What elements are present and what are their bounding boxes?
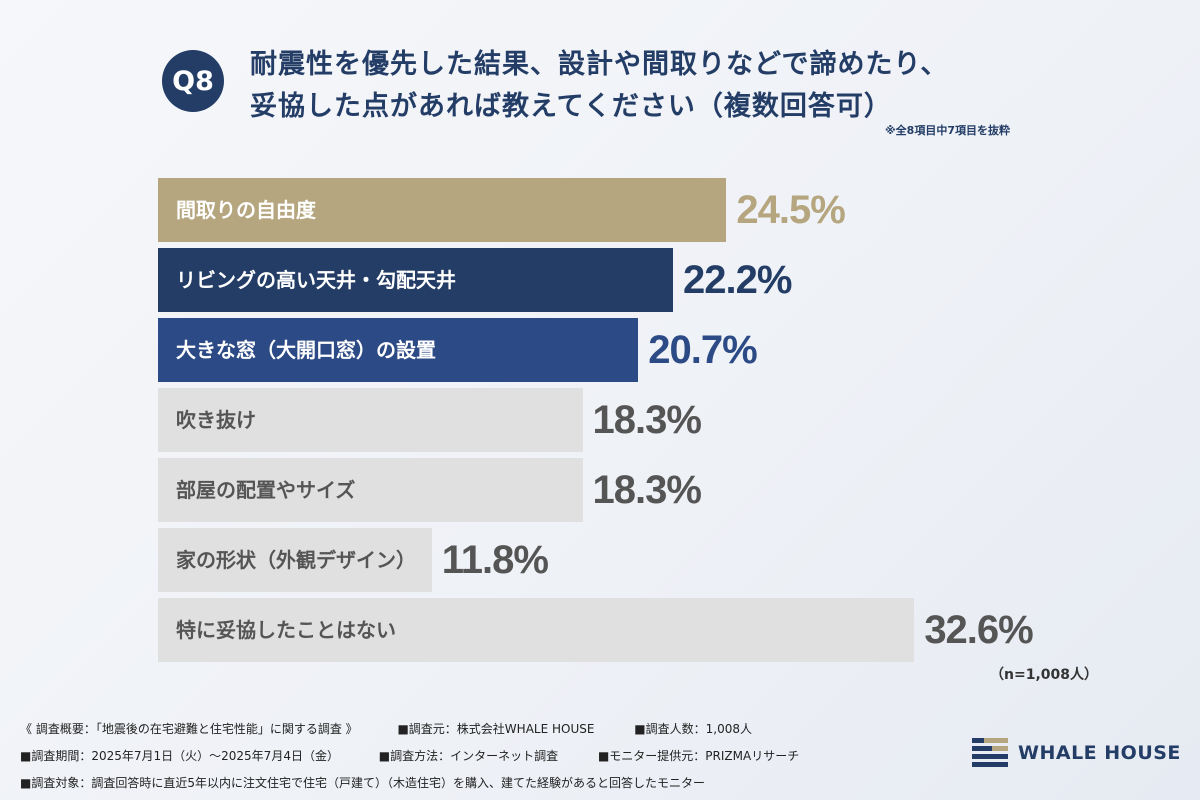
bar-label: リビングの高い天井・勾配天井 (176, 268, 456, 292)
bar (158, 598, 915, 662)
data-label: 22.2% (683, 258, 792, 302)
bar (158, 178, 727, 242)
data-label: 20.7% (648, 328, 757, 372)
data-label: 32.6% (924, 608, 1033, 652)
data-label: 18.3% (592, 398, 702, 442)
bar (158, 458, 583, 522)
whale-house-logo-icon (972, 738, 1008, 767)
bar (158, 528, 432, 592)
bar-chart: 間取りの自由度 24.5% リビングの高い天井・勾配天井 22.2% 大きな窓（大開口窓… (158, 178, 1034, 662)
bar-label: 部屋の配置やサイズ (176, 478, 356, 502)
logo-text: WHALE HOUSE (1018, 742, 1181, 764)
survey-source: ■調査元：株式会社WHALE HOUSE (397, 722, 595, 736)
survey-target: ■調査対象：調査回答時に直近5年以内に注文住宅で住宅（戸建て）（木造住宅）を購入… (20, 776, 705, 790)
survey-title: 《 調査概要：「地震後の在宅避難と住宅性能」に関する調査 》 (20, 722, 358, 736)
excerpt-note: ※全8項目中7項目を抜粋 (884, 124, 1010, 137)
data-label: 11.8% (441, 538, 549, 582)
bar (158, 318, 639, 382)
title-line-2: 妥協した点があれば教えてください（複数回答可） (250, 91, 892, 122)
bar-label: 家の形状（外観デザイン） (176, 548, 416, 572)
page-title: 耐震性を優先した結果、設計や間取りなどで諦めたり、 妥協した点があれば教えてくだ… (250, 44, 948, 128)
bar (158, 248, 674, 312)
data-label: 18.3% (592, 468, 702, 512)
bar-label: 特に妥協したことはない (176, 618, 396, 642)
survey-count: ■調査人数：1,008人 (634, 722, 752, 736)
footer-row-1: 《 調査概要：「地震後の在宅避難と住宅性能」に関する調査 》 ■調査元：株式会社… (20, 716, 835, 743)
survey-footer: 《 調査概要：「地震後の在宅避難と住宅性能」に関する調査 》 ■調査元：株式会社… (20, 716, 835, 797)
bar-label: 間取りの自由度 (176, 198, 316, 222)
question-badge: Q8 (162, 50, 224, 112)
whale-house-logo: WHALE HOUSE (972, 738, 1181, 768)
bar (158, 388, 583, 452)
title-line-1: 耐震性を優先した結果、設計や間取りなどで諦めたり、 (250, 49, 949, 80)
survey-method: ■調査方法：インターネット調査 (378, 749, 559, 763)
survey-provider: ■モニター提供元：PRIZMAリサーチ (597, 749, 800, 763)
data-label: 24.5% (736, 188, 845, 232)
bar-label: 吹き抜け (176, 408, 256, 432)
bar-label: 大きな窓（大開口窓）の設置 (176, 338, 436, 362)
footer-row-2: ■調査期間：2025年7月1日（火）〜2025年7月4日（金） ■調査方法：イン… (20, 743, 835, 770)
sample-size-note: （n=1,008人） (990, 667, 1098, 683)
survey-period: ■調査期間：2025年7月1日（火）〜2025年7月4日（金） (20, 749, 339, 763)
footer-row-3: ■調査対象：調査回答時に直近5年以内に注文住宅で住宅（戸建て）（木造住宅）を購入… (20, 770, 835, 797)
